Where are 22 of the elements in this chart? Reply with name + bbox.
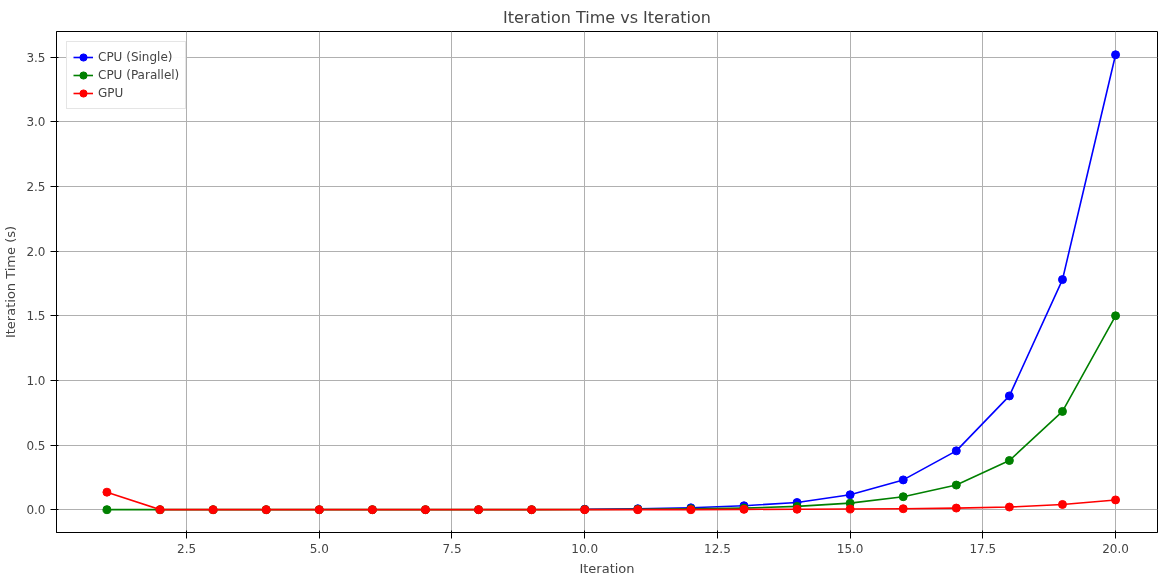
y-tick-label: 0.5 — [26, 438, 46, 453]
legend-label: CPU (Single) — [98, 49, 173, 66]
y-tick-label: 2.0 — [26, 244, 46, 259]
legend-label: CPU (Parallel) — [98, 67, 180, 84]
x-axis-title: Iteration — [579, 560, 635, 576]
y-axis-title: Iteration Time (s) — [3, 225, 19, 339]
y-tick-label: 0.0 — [26, 503, 46, 518]
x-tick-label: 20.0 — [1102, 541, 1129, 556]
y-tick-label: 1.0 — [26, 373, 46, 388]
x-tick-label: 17.5 — [969, 541, 997, 556]
x-tick-label: 2.5 — [177, 541, 197, 556]
y-tick-label: 3.0 — [26, 115, 46, 130]
x-tick-label: 7.5 — [442, 541, 462, 556]
x-tick-label: 10.0 — [571, 541, 599, 556]
chart-title: Iteration Time vs Iteration — [503, 7, 711, 27]
legend-label: GPU — [98, 85, 124, 102]
y-tick-label: 1.5 — [26, 309, 46, 324]
x-tick-label: 15.0 — [836, 541, 864, 556]
y-tick-label: 2.5 — [26, 180, 46, 195]
x-tick-label: 12.5 — [704, 541, 731, 556]
x-tick-label: 5.0 — [309, 541, 329, 556]
y-tick-label: 3.5 — [26, 50, 46, 65]
